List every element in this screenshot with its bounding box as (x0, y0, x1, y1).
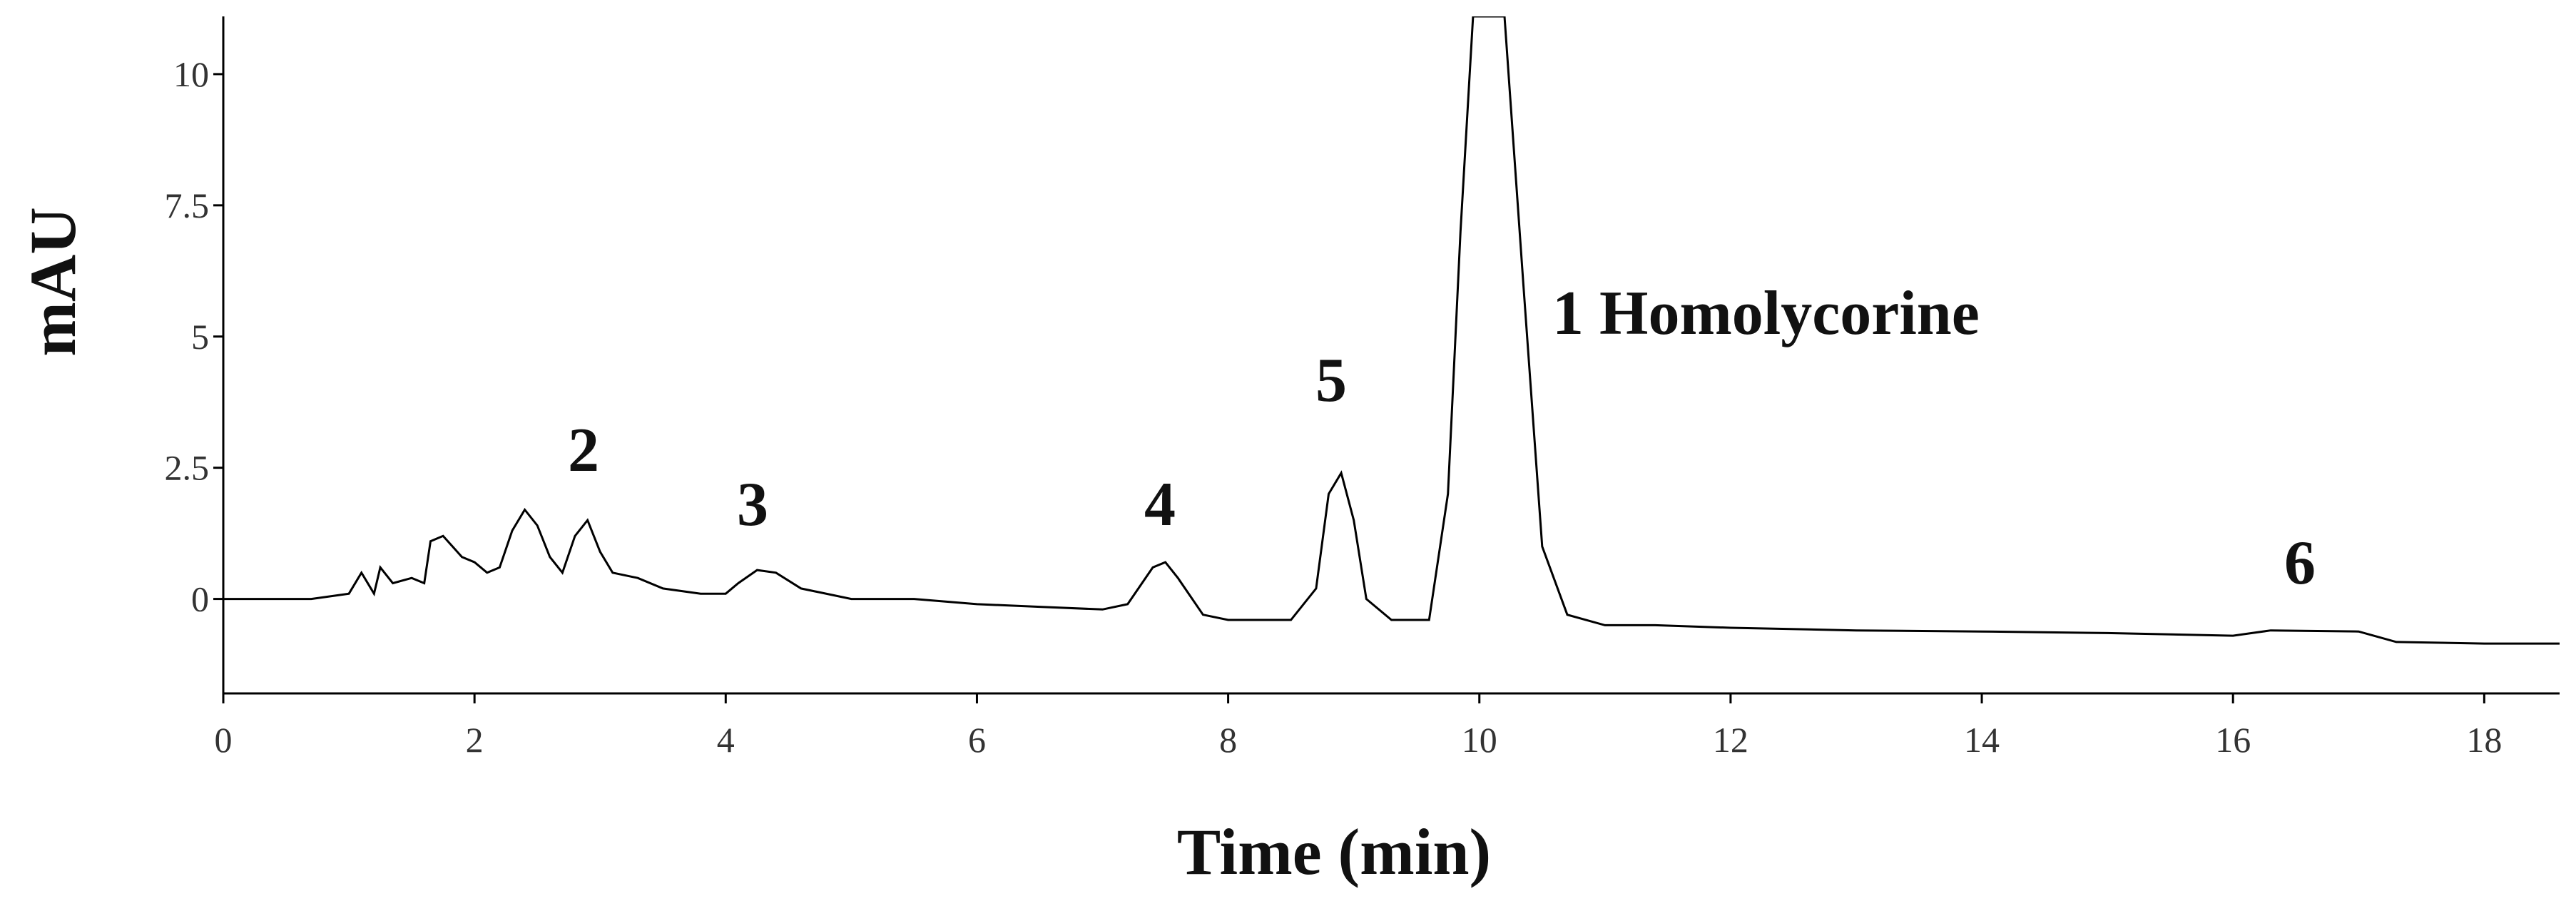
y-tick-label: 0 (191, 579, 209, 619)
y-axis-title: mAU (16, 207, 89, 357)
y-tick-label: 2.5 (165, 448, 210, 488)
x-tick-label: 6 (968, 720, 986, 760)
x-tick-label: 4 (717, 720, 735, 760)
x-tick-label: 16 (2215, 720, 2251, 760)
x-tick-label: 14 (1964, 720, 2000, 760)
peak-label: 3 (737, 470, 768, 539)
x-tick-label: 0 (215, 720, 233, 760)
x-tick-label: 8 (1219, 720, 1237, 760)
peak-label: 6 (2284, 529, 2316, 598)
y-tick-label: 10 (173, 54, 209, 94)
x-tick-label: 2 (466, 720, 484, 760)
y-tick-label: 7.5 (165, 185, 210, 225)
y-tick-label: 5 (191, 317, 209, 357)
x-tick-label: 10 (1462, 720, 1497, 760)
x-axis-title: Time (min) (1177, 815, 1491, 888)
chromatogram-line (223, 16, 2560, 645)
x-tick-label: 12 (1713, 720, 1748, 760)
peak-label: 4 (1144, 470, 1176, 539)
peak-label: 2 (568, 416, 599, 485)
x-tick-label: 18 (2466, 720, 2502, 760)
peak-label: 5 (1315, 346, 1347, 415)
peak-label: 1 Homolycorine (1552, 279, 1980, 348)
